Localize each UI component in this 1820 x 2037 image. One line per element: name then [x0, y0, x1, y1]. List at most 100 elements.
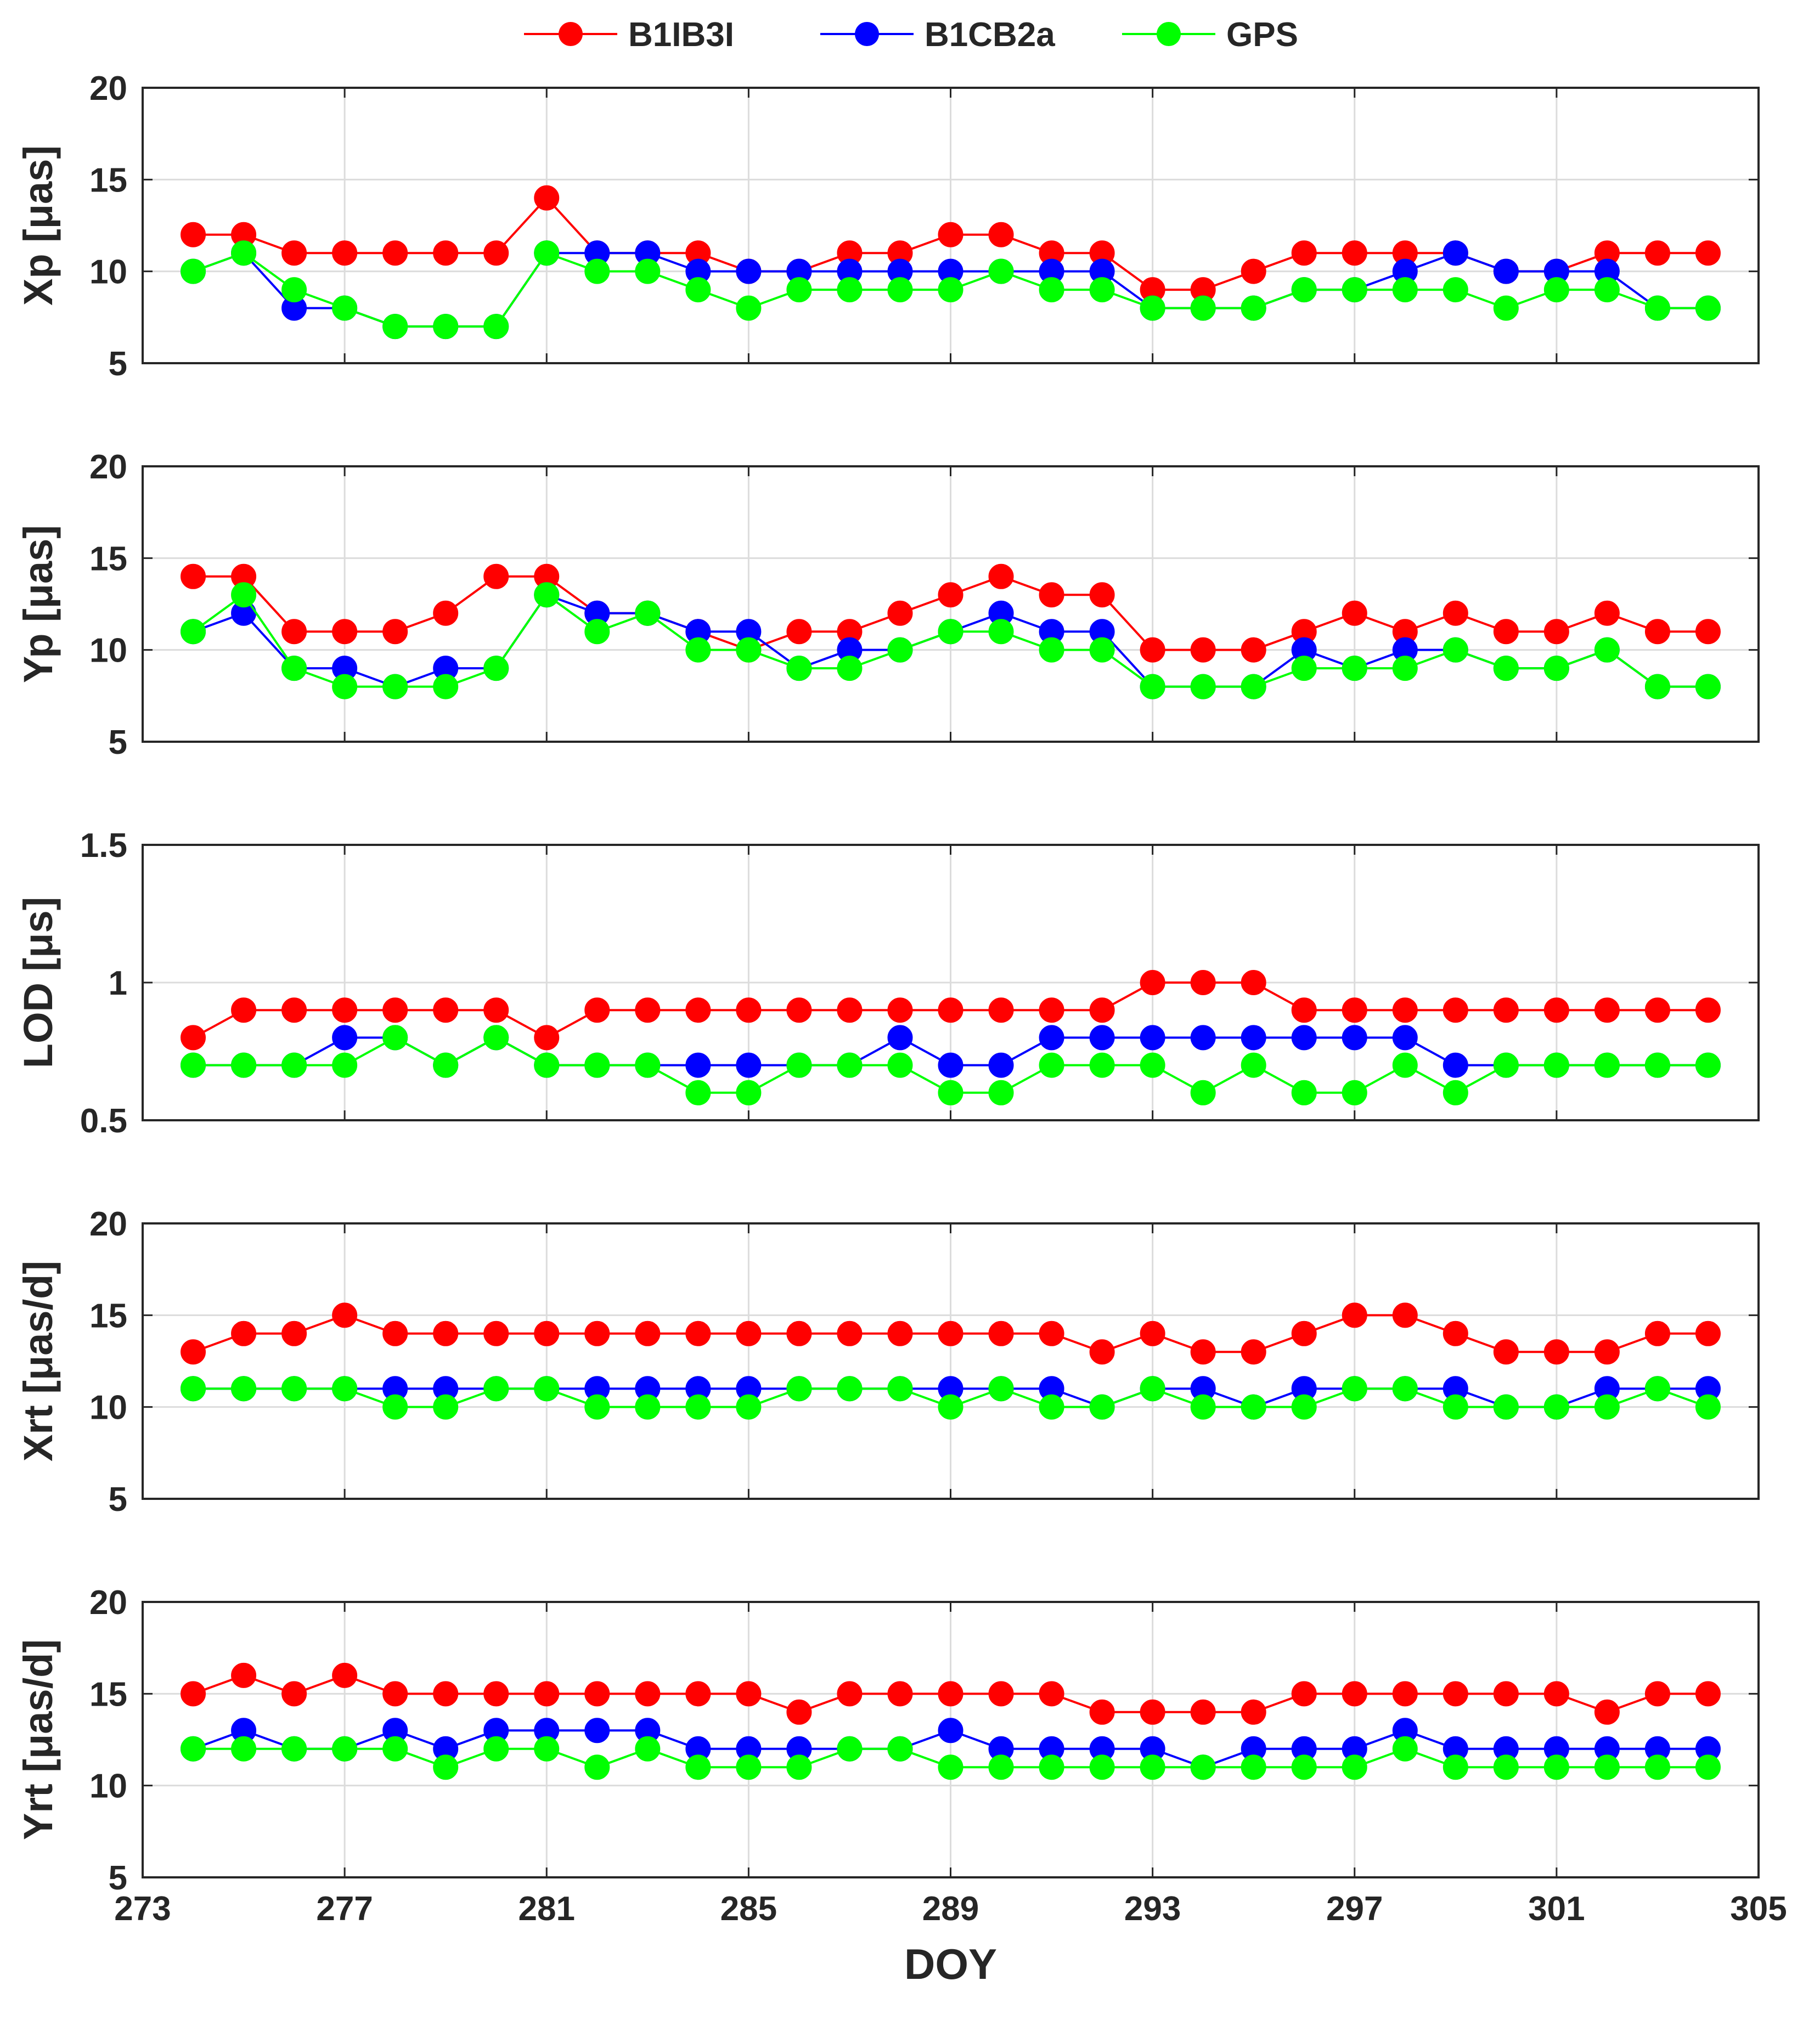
data-point-b1ib3i [231, 1321, 257, 1346]
y-tick-label: 10 [89, 1768, 127, 1805]
y-tick-label: 20 [89, 448, 127, 486]
data-point-b1ib3i [1039, 1681, 1064, 1707]
data-point-b1ib3i [1190, 1339, 1216, 1365]
data-point-gps [1291, 277, 1317, 303]
x-tick-label: 289 [922, 1890, 979, 1928]
data-point-gps [534, 1052, 560, 1078]
data-point-gps [534, 582, 560, 608]
data-point-b1ib3i [483, 997, 509, 1023]
data-point-b1ib3i [1140, 970, 1165, 995]
data-point-b1ib3i [1392, 1681, 1418, 1707]
data-point-gps [1594, 1052, 1620, 1078]
data-point-gps [988, 1376, 1014, 1402]
data-point-b1ib3i [685, 1681, 711, 1707]
data-point-gps [433, 1052, 459, 1078]
data-point-b1ib3i [1644, 1681, 1670, 1707]
legend-label: B1IB3I [628, 16, 734, 54]
data-point-gps [786, 1754, 812, 1780]
data-point-b1cb2a [736, 258, 762, 284]
data-point-gps [1443, 1080, 1468, 1105]
data-point-b1ib3i [1695, 619, 1721, 645]
data-point-gps [181, 1736, 206, 1762]
data-point-b1ib3i [736, 1321, 762, 1346]
data-point-gps [736, 1080, 762, 1105]
data-point-b1ib3i [281, 1681, 307, 1707]
data-point-gps [1140, 1754, 1165, 1780]
legend: B1IB3I B1CB2a GPS [524, 16, 1298, 54]
data-point-b1ib3i [1039, 1321, 1064, 1346]
data-point-gps [281, 1736, 307, 1762]
data-point-b1ib3i [1291, 997, 1317, 1023]
data-point-b1cb2a [1392, 1025, 1418, 1051]
data-point-gps [1644, 295, 1670, 321]
data-point-b1ib3i [1190, 637, 1216, 663]
data-point-b1ib3i [685, 997, 711, 1023]
data-point-b1ib3i [231, 997, 257, 1023]
data-point-gps [1443, 277, 1468, 303]
data-point-gps [483, 656, 509, 681]
y-tick-label: 20 [89, 1205, 127, 1243]
data-point-gps [786, 277, 812, 303]
data-point-gps [1644, 1052, 1670, 1078]
plot-frame [142, 844, 1760, 1121]
data-point-gps [181, 619, 206, 645]
data-point-b1ib3i [1443, 1681, 1468, 1707]
data-point-gps [1493, 295, 1519, 321]
data-point-b1ib3i [1493, 997, 1519, 1023]
data-point-gps [584, 1754, 610, 1780]
data-point-gps [988, 619, 1014, 645]
data-point-gps [887, 277, 913, 303]
data-point-gps [332, 674, 358, 699]
data-point-b1ib3i [483, 240, 509, 266]
data-point-gps [1342, 277, 1367, 303]
data-point-b1ib3i [1543, 619, 1569, 645]
x-tick-label: 305 [1730, 1890, 1787, 1928]
data-point-gps [332, 1736, 358, 1762]
data-point-gps [938, 277, 963, 303]
data-point-b1ib3i [786, 997, 812, 1023]
data-point-b1ib3i [1594, 997, 1620, 1023]
data-point-gps [837, 1376, 863, 1402]
data-point-gps [1342, 1376, 1367, 1402]
data-point-b1ib3i [938, 1681, 963, 1707]
x-tick-label: 301 [1528, 1890, 1585, 1928]
y-tick-label: 0.5 [80, 1102, 127, 1140]
data-point-gps [1392, 1052, 1418, 1078]
panel-1: 5 10 15 20 Xp [μas] [15, 70, 1760, 383]
data-point-b1ib3i [1695, 1321, 1721, 1346]
data-point-b1ib3i [635, 997, 661, 1023]
data-point-b1ib3i [433, 240, 459, 266]
data-point-b1ib3i [887, 1321, 913, 1346]
y-tick-label: 15 [89, 1297, 127, 1335]
data-point-gps [1543, 656, 1569, 681]
data-point-b1ib3i [1443, 1321, 1468, 1346]
data-point-b1ib3i [1140, 1699, 1165, 1725]
data-point-b1ib3i [1594, 600, 1620, 626]
data-point-gps [433, 1394, 459, 1420]
data-point-gps [1392, 656, 1418, 681]
data-point-gps [786, 656, 812, 681]
data-point-b1ib3i [1190, 1699, 1216, 1725]
data-point-b1ib3i [1342, 240, 1367, 266]
data-point-b1cb2a [1089, 1025, 1115, 1051]
data-point-gps [1543, 1394, 1569, 1420]
data-point-b1cb2a [685, 1052, 711, 1078]
data-point-b1ib3i [1644, 997, 1670, 1023]
x-tick-label: 273 [114, 1890, 171, 1928]
data-point-gps [433, 1754, 459, 1780]
data-point-b1ib3i [887, 600, 913, 626]
data-point-gps [1543, 277, 1569, 303]
data-point-b1ib3i [281, 1321, 307, 1346]
legend-label: GPS [1226, 16, 1298, 54]
data-point-b1ib3i [382, 1681, 408, 1707]
y-axis-label: Yp [μas] [15, 525, 61, 683]
data-point-b1cb2a [988, 1052, 1014, 1078]
data-point-gps [231, 1376, 257, 1402]
data-point-b1ib3i [736, 997, 762, 1023]
data-point-b1ib3i [1543, 997, 1569, 1023]
x-tick-label: 277 [316, 1890, 373, 1928]
data-point-gps [1190, 674, 1216, 699]
data-point-gps [584, 258, 610, 284]
y-axis-label: Yrt [μas/d] [15, 1639, 61, 1840]
